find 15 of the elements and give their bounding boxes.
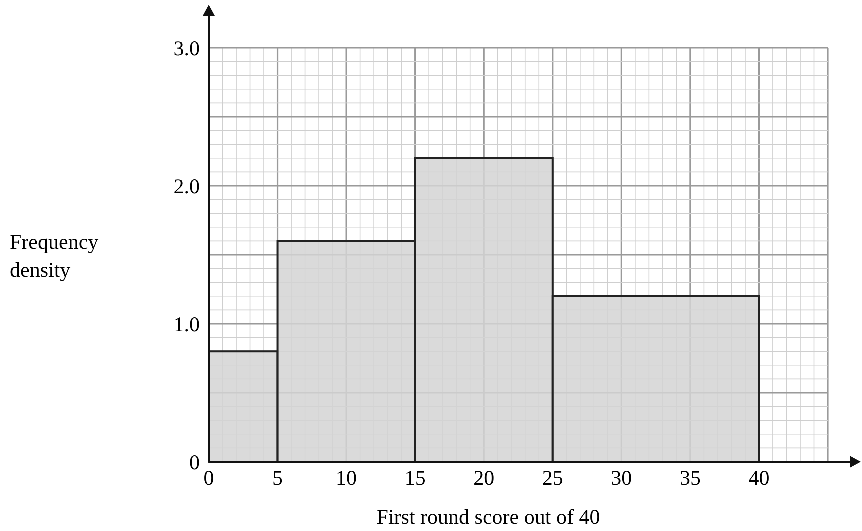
x-tick-label: 35: [680, 466, 701, 490]
y-tick-label: 3.0: [174, 36, 200, 60]
x-tick-label: 0: [204, 466, 214, 490]
x-tick-label: 20: [474, 466, 495, 490]
x-tick-label: 10: [336, 466, 358, 490]
x-axis-title: First round score out of 40: [376, 505, 600, 529]
x-tick-label: 5: [272, 466, 284, 490]
x-tick-label: 40: [748, 466, 770, 490]
x-tick-label: 30: [611, 466, 632, 490]
y-axis-title: Frequency density: [10, 230, 100, 282]
y-tick-label: 1.0: [174, 312, 200, 336]
x-tick-label: 15: [404, 466, 426, 490]
y-tick-label: 2.0: [174, 174, 200, 198]
y-tick-label: 0: [190, 450, 200, 474]
x-tick-label: 25: [542, 466, 564, 490]
